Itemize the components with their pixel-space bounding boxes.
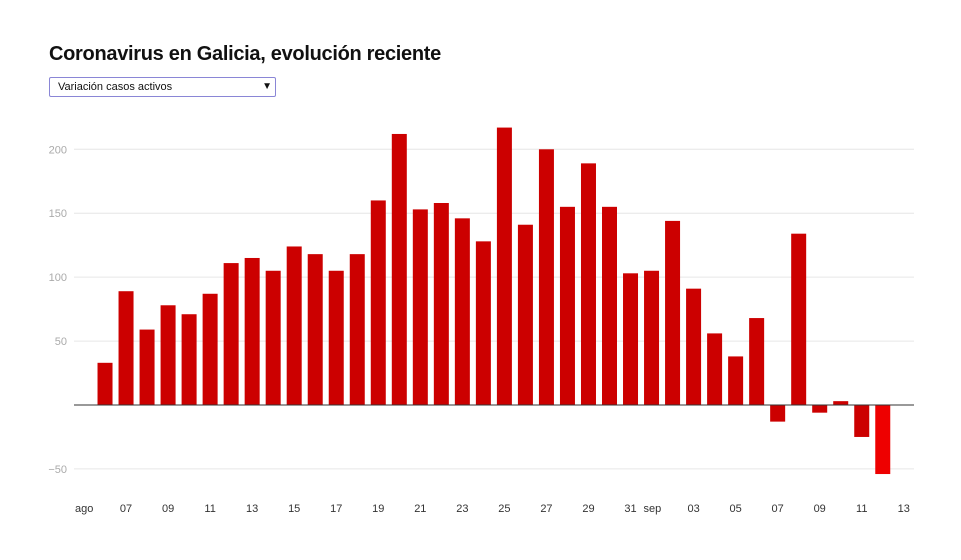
bar bbox=[644, 270, 660, 405]
x-tick-label: 19 bbox=[372, 503, 384, 515]
bar bbox=[580, 163, 596, 405]
x-tick-label: 13 bbox=[898, 503, 910, 515]
bar bbox=[328, 270, 344, 405]
x-tick-label: 29 bbox=[582, 503, 594, 515]
bar bbox=[517, 224, 533, 405]
y-tick-label: −50 bbox=[48, 464, 67, 476]
x-tick-label: 25 bbox=[498, 503, 510, 515]
bar bbox=[707, 333, 723, 405]
x-tick-label: 27 bbox=[540, 503, 552, 515]
y-tick-label: 100 bbox=[49, 272, 67, 284]
chart-title: Coronavirus en Galicia, evolución recien… bbox=[49, 43, 441, 65]
x-tick-label: 15 bbox=[288, 503, 300, 515]
y-tick-label: 50 bbox=[55, 336, 67, 348]
bar bbox=[475, 241, 491, 405]
bar bbox=[686, 288, 702, 405]
x-tick-label: 07 bbox=[772, 503, 784, 515]
bar bbox=[391, 133, 407, 405]
bar bbox=[202, 293, 218, 405]
bar bbox=[791, 233, 807, 405]
bar bbox=[833, 401, 849, 405]
x-tick-label: 23 bbox=[456, 503, 468, 515]
x-tick-label: 09 bbox=[814, 503, 826, 515]
x-tick-label: 31 bbox=[624, 503, 636, 515]
metric-select-value: Variación casos activos bbox=[58, 81, 173, 93]
y-tick-label: 150 bbox=[49, 208, 67, 220]
bar bbox=[454, 218, 470, 405]
bar bbox=[349, 254, 365, 405]
bar bbox=[244, 257, 260, 405]
bar bbox=[223, 263, 239, 405]
bar bbox=[307, 254, 323, 405]
bar bbox=[538, 149, 554, 405]
bar bbox=[286, 246, 302, 405]
bar bbox=[160, 305, 176, 405]
bar bbox=[97, 362, 113, 405]
x-tick-label: 11 bbox=[856, 503, 867, 515]
bar bbox=[875, 405, 891, 475]
x-tick-label: 05 bbox=[729, 503, 741, 515]
bar bbox=[496, 127, 512, 405]
metric-select[interactable]: Variación casos activos ▼ bbox=[49, 77, 276, 97]
bar bbox=[433, 203, 449, 405]
bar bbox=[602, 206, 617, 405]
bar bbox=[623, 273, 639, 405]
bar bbox=[412, 209, 428, 405]
x-tick-label: 03 bbox=[687, 503, 699, 515]
bar bbox=[118, 291, 134, 405]
bar bbox=[139, 329, 155, 405]
x-tick-label: 07 bbox=[120, 503, 132, 515]
bar bbox=[749, 318, 765, 405]
bar bbox=[812, 405, 828, 413]
x-tick-label: sep bbox=[644, 503, 662, 515]
bar bbox=[665, 220, 681, 405]
x-tick-label: ago bbox=[75, 503, 93, 515]
x-tick-label: 11 bbox=[204, 503, 215, 515]
x-tick-label: 13 bbox=[246, 503, 258, 515]
x-tick-label: 09 bbox=[162, 503, 174, 515]
x-tick-label: 17 bbox=[330, 503, 342, 515]
bar bbox=[370, 200, 386, 405]
bar bbox=[265, 270, 281, 405]
y-tick-label: 200 bbox=[49, 144, 67, 156]
bar bbox=[728, 356, 744, 405]
chevron-down-icon: ▼ bbox=[262, 81, 272, 92]
bar bbox=[559, 206, 575, 405]
bar bbox=[770, 405, 786, 422]
x-tick-label: 21 bbox=[414, 503, 426, 515]
bar bbox=[181, 314, 197, 405]
bar bbox=[854, 405, 870, 437]
